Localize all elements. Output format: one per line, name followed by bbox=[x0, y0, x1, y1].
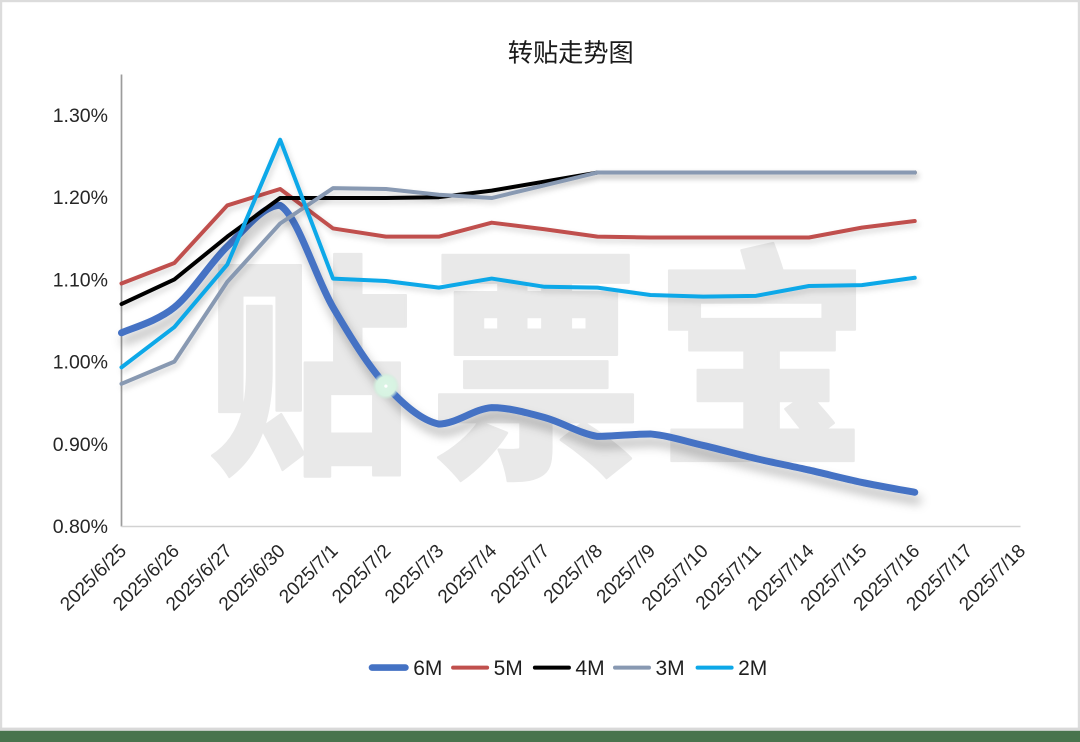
svg-text:0.90%: 0.90% bbox=[53, 434, 108, 456]
svg-text:0.80%: 0.80% bbox=[53, 516, 108, 538]
svg-text:1.30%: 1.30% bbox=[53, 105, 108, 127]
svg-text:4M: 4M bbox=[575, 657, 604, 680]
svg-text:2M: 2M bbox=[738, 657, 767, 680]
svg-text:3M: 3M bbox=[656, 657, 685, 680]
svg-text:5M: 5M bbox=[494, 657, 523, 680]
svg-text:1.20%: 1.20% bbox=[53, 187, 108, 209]
svg-text:1.10%: 1.10% bbox=[53, 269, 108, 291]
svg-text:1.00%: 1.00% bbox=[53, 352, 108, 374]
svg-text:6M: 6M bbox=[413, 657, 442, 680]
